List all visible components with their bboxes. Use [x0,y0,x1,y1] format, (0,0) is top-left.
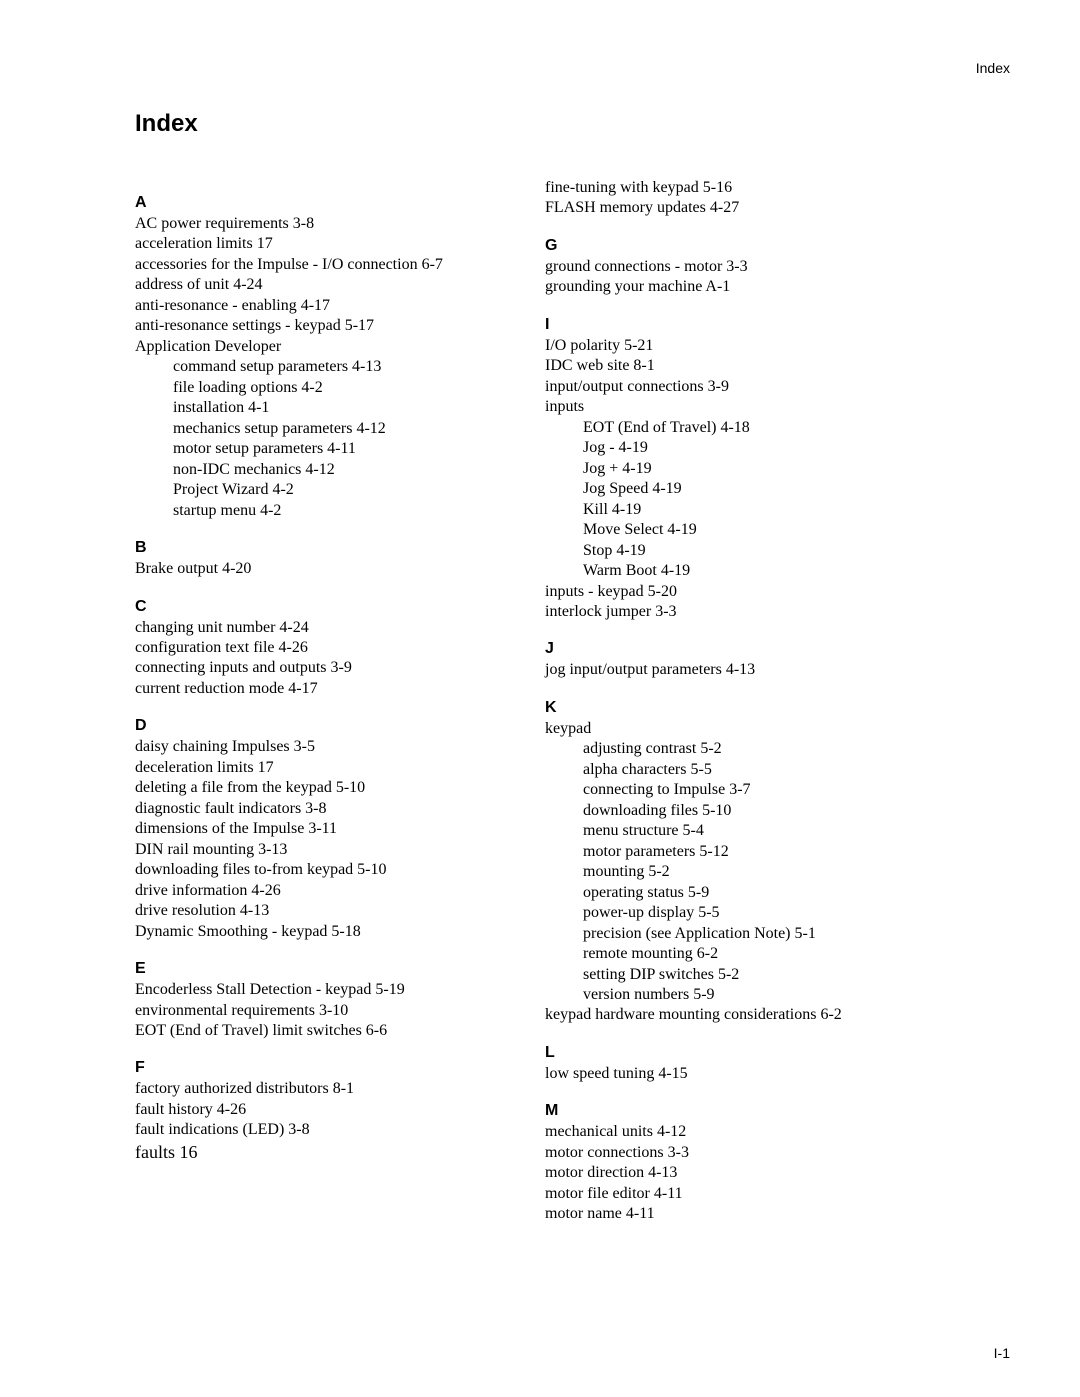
index-entry: IDC web site 8-1 [545,356,925,376]
index-subentry: adjusting contrast 5-2 [545,739,925,759]
section-head-e: E [135,960,515,978]
index-entry: I/O polarity 5-21 [545,336,925,356]
index-subentry: Warm Boot 4-19 [545,561,925,581]
index-entry: keypad hardware mounting considerations … [545,1005,925,1025]
index-entry: downloading files to-from keypad 5-10 [135,860,515,880]
section-head-l: L [545,1044,925,1062]
index-entry: Encoderless Stall Detection - keypad 5-1… [135,980,515,1000]
index-entry: inputs - keypad 5-20 [545,582,925,602]
index-entry: factory authorized distributors 8-1 [135,1079,515,1099]
index-entry: environmental requirements 3-10 [135,1001,515,1021]
index-entry: connecting inputs and outputs 3-9 [135,658,515,678]
index-entry: daisy chaining Impulses 3-5 [135,737,515,757]
index-entry-special: faults 16 [135,1141,515,1164]
index-entry: deleting a file from the keypad 5-10 [135,778,515,798]
section-head-a: A [135,194,515,212]
index-subentry: operating status 5-9 [545,883,925,903]
index-subentry: Project Wizard 4-2 [135,480,515,500]
index-entry: address of unit 4-24 [135,275,515,295]
index-entry: input/output connections 3-9 [545,377,925,397]
section-head-j: J [545,640,925,658]
index-subentry: Stop 4-19 [545,541,925,561]
page-title: Index [135,110,1010,138]
index-subentry: Move Select 4-19 [545,520,925,540]
index-entry: motor file editor 4-11 [545,1184,925,1204]
index-entry: low speed tuning 4-15 [545,1064,925,1084]
index-subentry: remote mounting 6-2 [545,944,925,964]
section-head-d: D [135,717,515,735]
index-subentry: mechanics setup parameters 4-12 [135,419,515,439]
index-subentry: startup menu 4-2 [135,501,515,521]
column-left: A AC power requirements 3-8 acceleration… [135,176,515,1225]
index-entry: deceleration limits 17 [135,758,515,778]
section-head-c: C [135,598,515,616]
index-entry: motor name 4-11 [545,1204,925,1224]
index-subentry: Jog + 4-19 [545,459,925,479]
index-entry: grounding your machine A-1 [545,277,925,297]
running-head: Index [976,60,1010,76]
index-subentry: menu structure 5-4 [545,821,925,841]
section-head-i: I [545,316,925,334]
section-head-g: G [545,237,925,255]
index-entry: anti-resonance - enabling 4-17 [135,296,515,316]
index-entry: interlock jumper 3-3 [545,602,925,622]
index-entry: anti-resonance settings - keypad 5-17 [135,316,515,336]
index-subentry: connecting to Impulse 3-7 [545,780,925,800]
index-entry: jog input/output parameters 4-13 [545,660,925,680]
index-entry: inputs [545,397,925,417]
index-subentry: precision (see Application Note) 5-1 [545,924,925,944]
index-entry: changing unit number 4-24 [135,618,515,638]
index-entry: motor connections 3-3 [545,1143,925,1163]
index-subentry: motor setup parameters 4-11 [135,439,515,459]
index-subentry: setting DIP switches 5-2 [545,965,925,985]
section-head-f: F [135,1059,515,1077]
index-subentry: file loading options 4-2 [135,378,515,398]
page-number: I-1 [994,1345,1010,1361]
index-subentry: installation 4-1 [135,398,515,418]
page: Index Index A AC power requirements 3-8 … [0,0,1080,1397]
index-entry: diagnostic fault indicators 3-8 [135,799,515,819]
index-entry: Dynamic Smoothing - keypad 5-18 [135,922,515,942]
index-entry: mechanical units 4-12 [545,1122,925,1142]
index-entry: drive resolution 4-13 [135,901,515,921]
index-entry: accessories for the Impulse - I/O connec… [135,255,515,275]
index-entry: Brake output 4-20 [135,559,515,579]
section-head-k: K [545,699,925,717]
index-subentry: power-up display 5-5 [545,903,925,923]
index-entry: Application Developer [135,337,515,357]
index-entry: current reduction mode 4-17 [135,679,515,699]
index-columns: A AC power requirements 3-8 acceleration… [135,176,1010,1225]
index-entry: FLASH memory updates 4-27 [545,198,925,218]
index-subentry: Kill 4-19 [545,500,925,520]
index-entry: AC power requirements 3-8 [135,214,515,234]
index-subentry: mounting 5-2 [545,862,925,882]
column-right: fine-tuning with keypad 5-16 FLASH memor… [545,176,925,1225]
section-head-b: B [135,539,515,557]
index-subentry: non-IDC mechanics 4-12 [135,460,515,480]
index-entry: DIN rail mounting 3-13 [135,840,515,860]
index-subentry: motor parameters 5-12 [545,842,925,862]
index-subentry: Jog Speed 4-19 [545,479,925,499]
index-entry: drive information 4-26 [135,881,515,901]
index-entry: acceleration limits 17 [135,234,515,254]
index-subentry: alpha characters 5-5 [545,760,925,780]
index-entry: fault history 4-26 [135,1100,515,1120]
index-subentry: EOT (End of Travel) 4-18 [545,418,925,438]
index-entry: ground connections - motor 3-3 [545,257,925,277]
index-subentry: Jog - 4-19 [545,438,925,458]
index-subentry: version numbers 5-9 [545,985,925,1005]
index-entry: EOT (End of Travel) limit switches 6-6 [135,1021,515,1041]
index-subentry: downloading files 5-10 [545,801,925,821]
index-entry: motor direction 4-13 [545,1163,925,1183]
index-subentry: command setup parameters 4-13 [135,357,515,377]
index-entry: keypad [545,719,925,739]
section-head-m: M [545,1102,925,1120]
index-entry: fault indications (LED) 3-8 [135,1120,515,1140]
index-entry: configuration text file 4-26 [135,638,515,658]
index-entry: dimensions of the Impulse 3-11 [135,819,515,839]
index-entry: fine-tuning with keypad 5-16 [545,178,925,198]
